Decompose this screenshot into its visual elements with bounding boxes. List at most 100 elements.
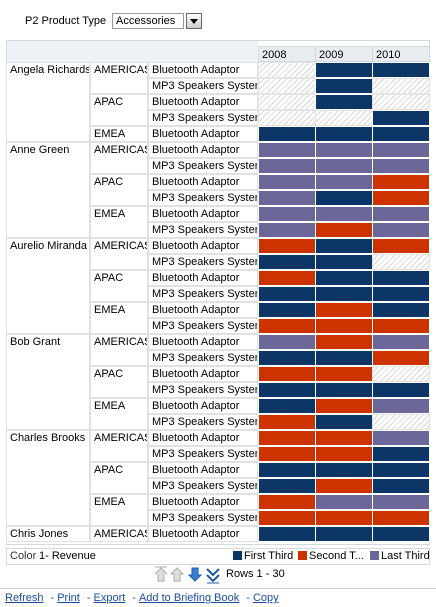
- heat-cell: [372, 270, 430, 286]
- region-label: AMERICAS: [90, 238, 148, 270]
- heat-cell: [372, 526, 430, 542]
- action-link[interactable]: Refresh: [5, 592, 44, 604]
- heat-cell: [315, 206, 373, 222]
- action-link[interactable]: Export: [93, 592, 126, 604]
- column-header: 2009: [315, 46, 373, 62]
- person-label: Anne Green: [6, 142, 90, 238]
- legend-label: Color: [10, 550, 37, 562]
- product-label: MP3 Speakers System: [148, 222, 258, 238]
- product-label: Bluetooth Adaptor: [148, 494, 258, 510]
- paging-text: Rows 1 - 30: [226, 568, 285, 580]
- heat-cell: [258, 318, 316, 334]
- heat-cell: [258, 62, 316, 78]
- heat-cell: [258, 414, 316, 430]
- heat-cell: [372, 62, 430, 78]
- previous-page[interactable]: [169, 567, 185, 582]
- heat-cell: [372, 446, 430, 462]
- heat-cell: [372, 302, 430, 318]
- heat-cell: [315, 494, 373, 510]
- column-header: 2008: [258, 46, 316, 62]
- heat-cell: [372, 206, 430, 222]
- heat-cell: [372, 366, 430, 382]
- region-label: EMEA: [90, 126, 148, 142]
- region-label: AMERICAS: [90, 62, 148, 94]
- heat-cell: [315, 334, 373, 350]
- last-page[interactable]: [206, 568, 220, 584]
- product-label: MP3 Speakers System: [148, 478, 258, 494]
- heat-cell: [315, 78, 373, 94]
- heat-cell: [258, 302, 316, 318]
- action-link[interactable]: Copy: [252, 592, 279, 604]
- heat-cell: [315, 350, 373, 366]
- legend-swatch: [370, 551, 379, 560]
- heat-cell: [315, 142, 373, 158]
- person-label: Aurelio Miranda: [6, 238, 90, 334]
- heat-cell: [258, 334, 316, 350]
- region-label: APAC: [90, 462, 148, 494]
- heat-cell: [258, 350, 316, 366]
- product-label: Bluetooth Adaptor: [148, 206, 258, 222]
- heat-cell: [315, 366, 373, 382]
- product-label: Bluetooth Adaptor: [148, 238, 258, 254]
- heat-cell: [258, 526, 316, 542]
- link-separator: -: [50, 592, 55, 604]
- product-label: MP3 Speakers System: [148, 510, 258, 526]
- product-label: MP3 Speakers System: [148, 350, 258, 366]
- divider: [0, 588, 436, 589]
- region-label: EMEA: [90, 398, 148, 430]
- heat-cell: [372, 398, 430, 414]
- heat-cell: [372, 174, 430, 190]
- region-label: AMERICAS: [90, 142, 148, 174]
- product-label: Bluetooth Adaptor: [148, 398, 258, 414]
- action-link[interactable]: Print: [57, 592, 80, 604]
- heat-cell: [315, 446, 373, 462]
- heat-cell: [258, 478, 316, 494]
- heat-cell: [258, 270, 316, 286]
- heat-cell: [258, 446, 316, 462]
- product-label: Bluetooth Adaptor: [148, 334, 258, 350]
- heat-cell: [372, 510, 430, 526]
- heat-cell: [315, 110, 373, 126]
- product-label: MP3 Speakers System: [148, 446, 258, 462]
- heat-cell: [315, 62, 373, 78]
- first-page[interactable]: [154, 566, 168, 582]
- heat-cell: [315, 478, 373, 494]
- heat-cell: [258, 222, 316, 238]
- heat-cell: [372, 110, 430, 126]
- heat-cell: [315, 526, 373, 542]
- product-label: Bluetooth Adaptor: [148, 526, 258, 542]
- heat-cell: [372, 254, 430, 270]
- region-label: APAC: [90, 270, 148, 302]
- product-label: Bluetooth Adaptor: [148, 302, 258, 318]
- heat-cell: [372, 238, 430, 254]
- heat-cell: [372, 142, 430, 158]
- heat-cell: [258, 366, 316, 382]
- header-blank: [7, 41, 258, 62]
- region-label: APAC: [90, 174, 148, 206]
- product-label: MP3 Speakers System: [148, 110, 258, 126]
- next-page[interactable]: [187, 567, 203, 582]
- link-separator: -: [246, 592, 250, 604]
- action-link[interactable]: Add to Briefing Book: [138, 592, 240, 604]
- legend-measure: 1- Revenue: [39, 550, 96, 562]
- heat-cell: [315, 222, 373, 238]
- product-label: Bluetooth Adaptor: [148, 62, 258, 78]
- product-label: Bluetooth Adaptor: [148, 174, 258, 190]
- legend-item: Last Third: [381, 550, 430, 562]
- prompt-dropdown[interactable]: Accessories: [112, 13, 184, 29]
- heat-cell: [315, 510, 373, 526]
- heat-cell: [372, 190, 430, 206]
- heat-cell: [258, 494, 316, 510]
- region-label: APAC: [90, 94, 148, 126]
- heat-cell: [258, 206, 316, 222]
- dropdown-button[interactable]: [186, 13, 202, 29]
- heat-cell: [372, 78, 430, 94]
- heat-cell: [258, 190, 316, 206]
- heat-cell: [258, 78, 316, 94]
- paging-controls: [154, 566, 220, 584]
- heat-cell: [372, 286, 430, 302]
- product-label: MP3 Speakers System: [148, 414, 258, 430]
- product-label: MP3 Speakers System: [148, 158, 258, 174]
- heat-cell: [315, 414, 373, 430]
- heat-cell: [372, 430, 430, 446]
